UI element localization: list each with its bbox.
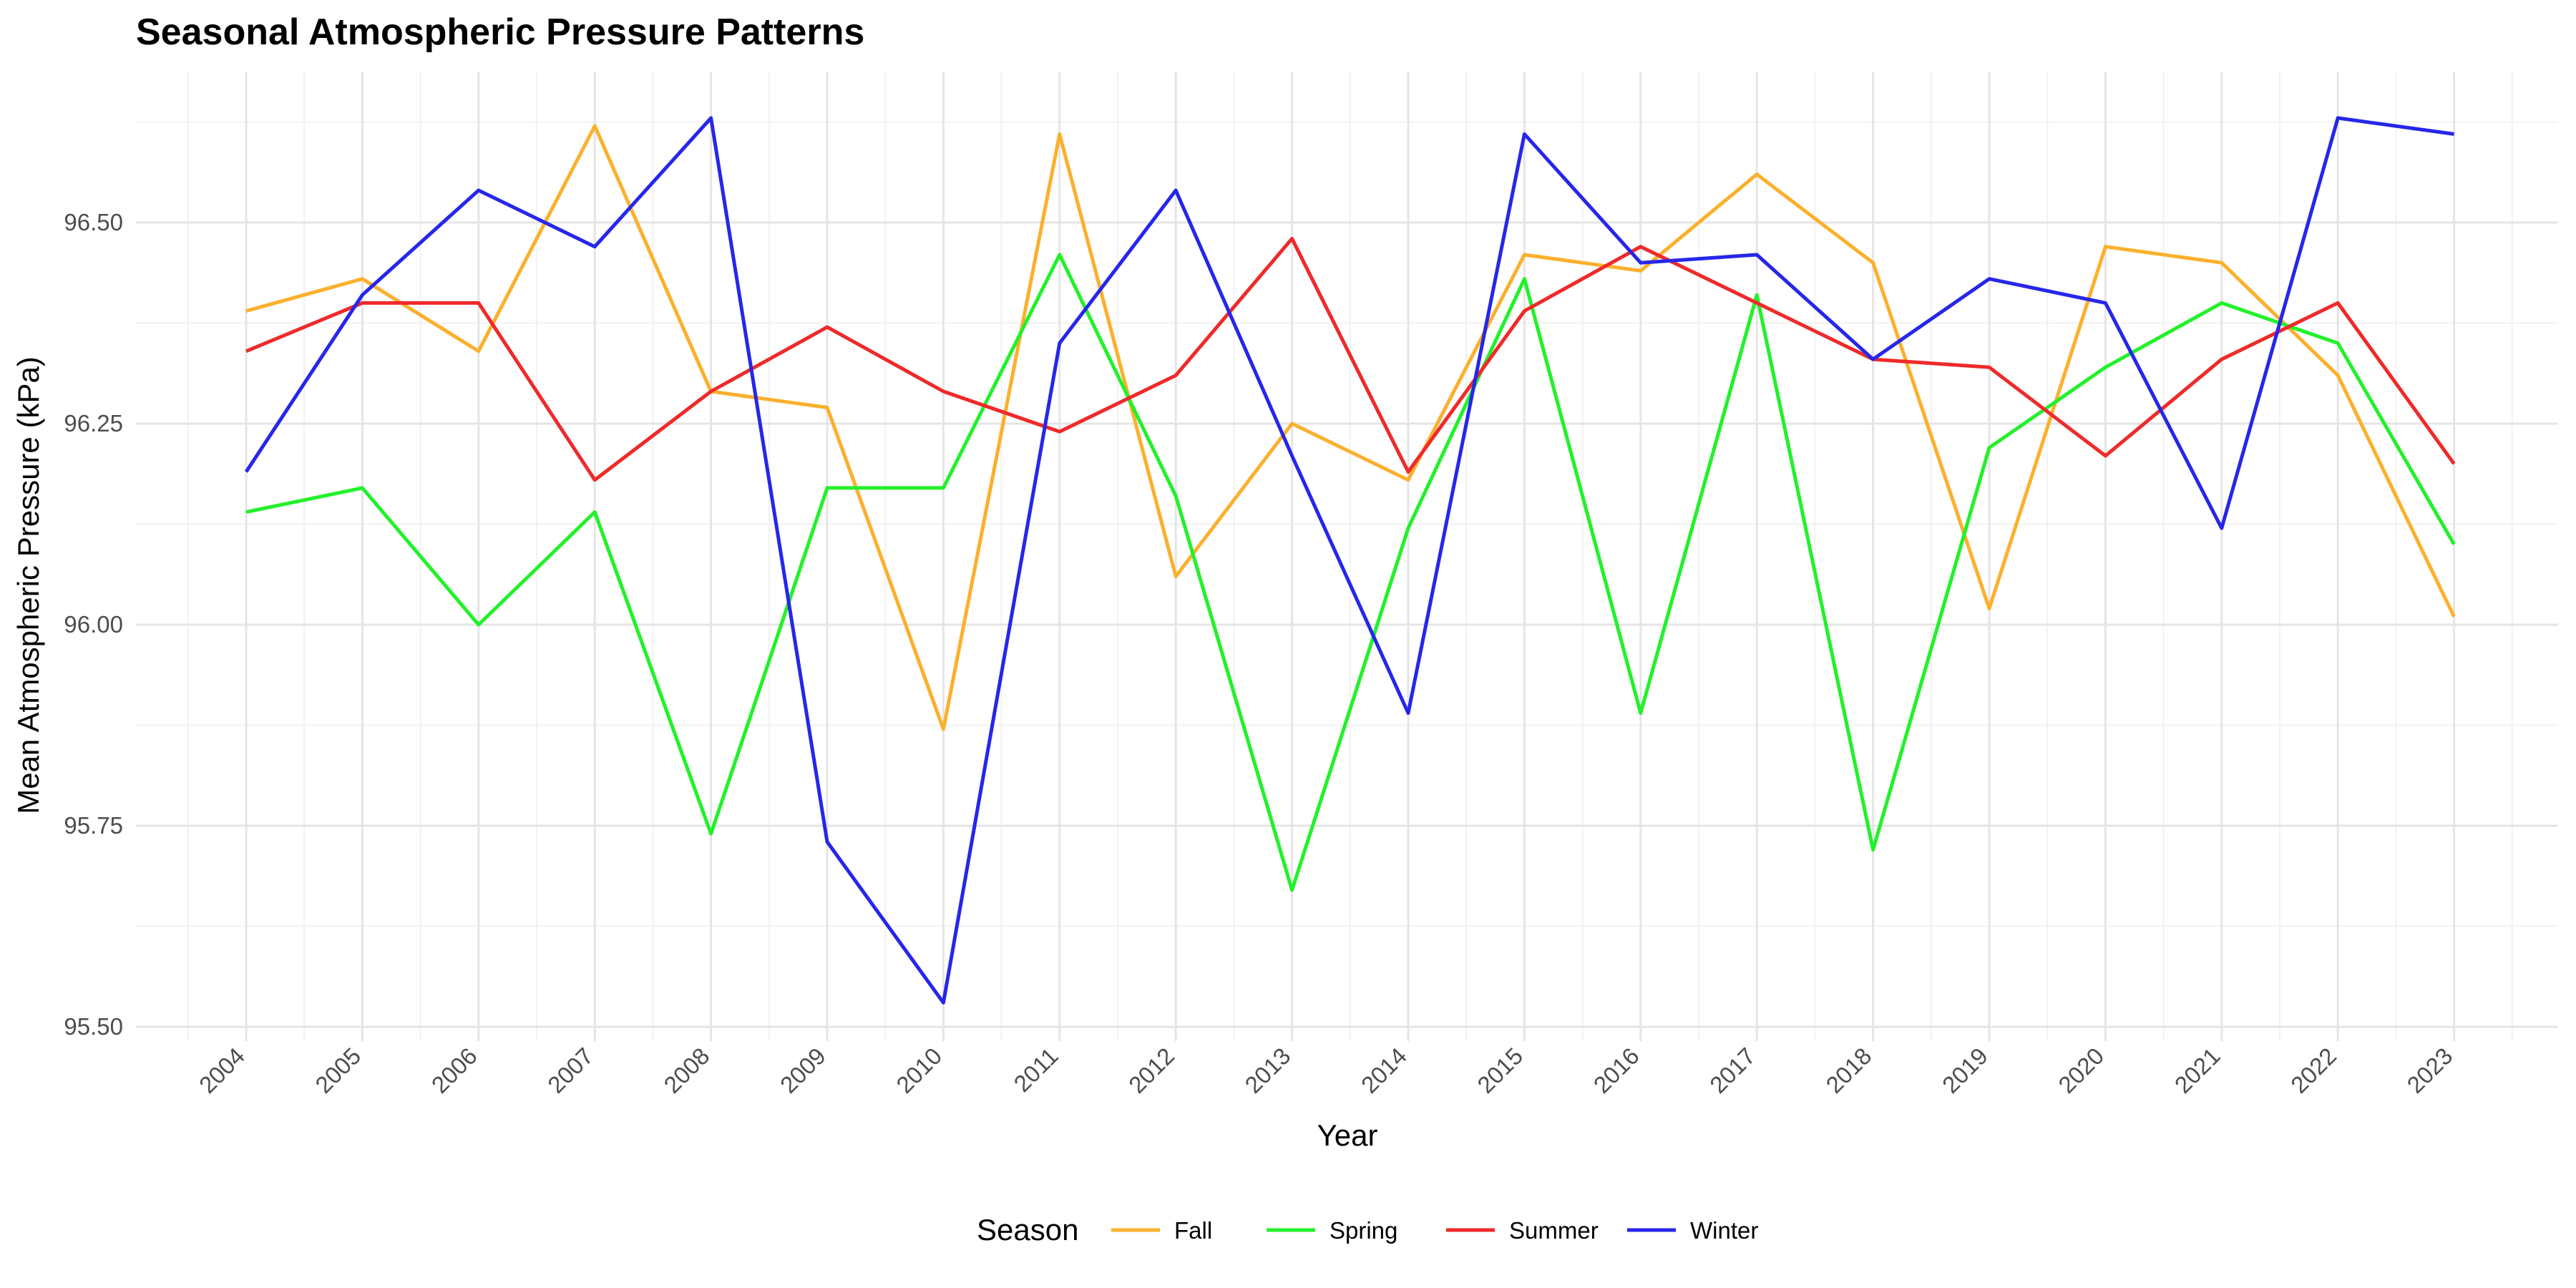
- legend-items: Fall Spring Summer Winter: [1111, 1217, 1758, 1244]
- series-line-spring: [245, 253, 2456, 892]
- series-line-fall: [245, 124, 2456, 731]
- y-tick-label: 96.00: [64, 611, 123, 638]
- legend-title: Season: [977, 1213, 1078, 1246]
- minor-gridlines: [136, 72, 2558, 1041]
- x-axis-title: Year: [1317, 1118, 1378, 1152]
- legend-label-fall: Fall: [1174, 1217, 1212, 1244]
- series-line-winter: [244, 116, 2454, 1005]
- y-tick-label: 95.75: [64, 812, 123, 839]
- major-gridlines: [136, 72, 2558, 1041]
- y-axis-ticks: 95.50 95.75 96.00 96.25 96.50: [64, 209, 123, 1040]
- y-tick-label: 96.25: [64, 410, 123, 436]
- chart-title: Seasonal Atmospheric Pressure Patterns: [136, 11, 864, 53]
- series-lines: [244, 116, 2456, 1005]
- legend-label-winter: Winter: [1690, 1217, 1758, 1244]
- legend-label-summer: Summer: [1509, 1217, 1599, 1244]
- legend: Season Fall Spring Summer Winter: [977, 1213, 1758, 1246]
- legend-label-spring: Spring: [1330, 1217, 1397, 1244]
- y-tick-label: 95.50: [64, 1013, 123, 1040]
- series-line-summer: [245, 237, 2456, 482]
- y-axis-title: Mean Atmospheric Pressure (kPa): [11, 356, 45, 814]
- y-tick-label: 96.50: [64, 209, 123, 235]
